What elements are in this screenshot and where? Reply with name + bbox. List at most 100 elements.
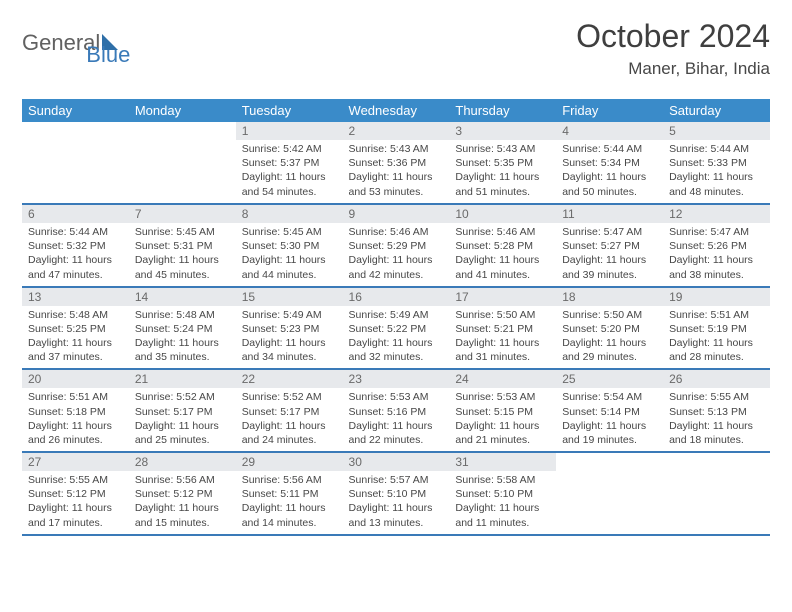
day-number: 2 [343,122,450,140]
day-number: 19 [663,288,770,306]
day-number: 22 [236,370,343,388]
day-number: 16 [343,288,450,306]
day-details: Sunrise: 5:52 AMSunset: 5:17 PMDaylight:… [236,388,343,451]
calendar-cell: 12Sunrise: 5:47 AMSunset: 5:26 PMDayligh… [663,204,770,287]
day-number: 15 [236,288,343,306]
calendar-cell: 4Sunrise: 5:44 AMSunset: 5:34 PMDaylight… [556,122,663,204]
title-block: October 2024 Maner, Bihar, India [576,18,770,79]
calendar-cell: 16Sunrise: 5:49 AMSunset: 5:22 PMDayligh… [343,287,450,370]
day-number: 25 [556,370,663,388]
day-details: Sunrise: 5:51 AMSunset: 5:18 PMDaylight:… [22,388,129,451]
day-details: Sunrise: 5:47 AMSunset: 5:26 PMDaylight:… [663,223,770,286]
calendar-cell: 22Sunrise: 5:52 AMSunset: 5:17 PMDayligh… [236,369,343,452]
calendar-week-row: 6Sunrise: 5:44 AMSunset: 5:32 PMDaylight… [22,204,770,287]
day-number: 18 [556,288,663,306]
calendar-cell [663,452,770,535]
calendar-cell [22,122,129,204]
calendar-week-row: 13Sunrise: 5:48 AMSunset: 5:25 PMDayligh… [22,287,770,370]
calendar-cell: 11Sunrise: 5:47 AMSunset: 5:27 PMDayligh… [556,204,663,287]
day-number: 3 [449,122,556,140]
calendar-week-row: 20Sunrise: 5:51 AMSunset: 5:18 PMDayligh… [22,369,770,452]
calendar-cell: 27Sunrise: 5:55 AMSunset: 5:12 PMDayligh… [22,452,129,535]
day-details: Sunrise: 5:43 AMSunset: 5:36 PMDaylight:… [343,140,450,203]
day-header: Saturday [663,99,770,122]
calendar-cell [129,122,236,204]
day-details: Sunrise: 5:58 AMSunset: 5:10 PMDaylight:… [449,471,556,534]
day-number: 26 [663,370,770,388]
day-header-row: Sunday Monday Tuesday Wednesday Thursday… [22,99,770,122]
day-details: Sunrise: 5:42 AMSunset: 5:37 PMDaylight:… [236,140,343,203]
day-details: Sunrise: 5:47 AMSunset: 5:27 PMDaylight:… [556,223,663,286]
day-details: Sunrise: 5:46 AMSunset: 5:28 PMDaylight:… [449,223,556,286]
calendar-cell: 28Sunrise: 5:56 AMSunset: 5:12 PMDayligh… [129,452,236,535]
day-number: 20 [22,370,129,388]
day-number: 23 [343,370,450,388]
calendar-cell: 9Sunrise: 5:46 AMSunset: 5:29 PMDaylight… [343,204,450,287]
day-details: Sunrise: 5:55 AMSunset: 5:13 PMDaylight:… [663,388,770,451]
day-details: Sunrise: 5:50 AMSunset: 5:20 PMDaylight:… [556,306,663,369]
calendar-cell: 3Sunrise: 5:43 AMSunset: 5:35 PMDaylight… [449,122,556,204]
calendar-week-row: 27Sunrise: 5:55 AMSunset: 5:12 PMDayligh… [22,452,770,535]
calendar-cell [556,452,663,535]
day-header: Thursday [449,99,556,122]
day-header: Tuesday [236,99,343,122]
day-details: Sunrise: 5:43 AMSunset: 5:35 PMDaylight:… [449,140,556,203]
calendar-cell: 18Sunrise: 5:50 AMSunset: 5:20 PMDayligh… [556,287,663,370]
day-number: 14 [129,288,236,306]
day-details: Sunrise: 5:53 AMSunset: 5:15 PMDaylight:… [449,388,556,451]
day-number: 9 [343,205,450,223]
day-number: 7 [129,205,236,223]
page-title: October 2024 [576,18,770,55]
day-number: 11 [556,205,663,223]
calendar-cell: 30Sunrise: 5:57 AMSunset: 5:10 PMDayligh… [343,452,450,535]
day-number: 5 [663,122,770,140]
day-number: 13 [22,288,129,306]
logo-word-2: Blue [86,42,130,68]
day-details: Sunrise: 5:52 AMSunset: 5:17 PMDaylight:… [129,388,236,451]
day-number: 28 [129,453,236,471]
location-label: Maner, Bihar, India [576,59,770,79]
calendar-cell: 1Sunrise: 5:42 AMSunset: 5:37 PMDaylight… [236,122,343,204]
day-details: Sunrise: 5:56 AMSunset: 5:11 PMDaylight:… [236,471,343,534]
day-details: Sunrise: 5:48 AMSunset: 5:24 PMDaylight:… [129,306,236,369]
day-number: 24 [449,370,556,388]
day-header: Wednesday [343,99,450,122]
calendar-cell: 23Sunrise: 5:53 AMSunset: 5:16 PMDayligh… [343,369,450,452]
calendar-cell: 2Sunrise: 5:43 AMSunset: 5:36 PMDaylight… [343,122,450,204]
day-number: 27 [22,453,129,471]
calendar-cell: 6Sunrise: 5:44 AMSunset: 5:32 PMDaylight… [22,204,129,287]
calendar-cell: 20Sunrise: 5:51 AMSunset: 5:18 PMDayligh… [22,369,129,452]
day-number: 17 [449,288,556,306]
day-number: 30 [343,453,450,471]
calendar-table: Sunday Monday Tuesday Wednesday Thursday… [22,99,770,536]
calendar-cell: 8Sunrise: 5:45 AMSunset: 5:30 PMDaylight… [236,204,343,287]
logo: General Blue [22,18,130,68]
day-details: Sunrise: 5:57 AMSunset: 5:10 PMDaylight:… [343,471,450,534]
calendar-cell: 21Sunrise: 5:52 AMSunset: 5:17 PMDayligh… [129,369,236,452]
day-details: Sunrise: 5:45 AMSunset: 5:31 PMDaylight:… [129,223,236,286]
day-details: Sunrise: 5:49 AMSunset: 5:23 PMDaylight:… [236,306,343,369]
calendar-cell: 19Sunrise: 5:51 AMSunset: 5:19 PMDayligh… [663,287,770,370]
day-header: Sunday [22,99,129,122]
calendar-cell: 26Sunrise: 5:55 AMSunset: 5:13 PMDayligh… [663,369,770,452]
calendar-cell: 13Sunrise: 5:48 AMSunset: 5:25 PMDayligh… [22,287,129,370]
day-details: Sunrise: 5:55 AMSunset: 5:12 PMDaylight:… [22,471,129,534]
day-header: Friday [556,99,663,122]
day-details: Sunrise: 5:44 AMSunset: 5:34 PMDaylight:… [556,140,663,203]
calendar-cell: 29Sunrise: 5:56 AMSunset: 5:11 PMDayligh… [236,452,343,535]
day-number: 4 [556,122,663,140]
day-number: 8 [236,205,343,223]
day-details: Sunrise: 5:49 AMSunset: 5:22 PMDaylight:… [343,306,450,369]
day-details: Sunrise: 5:53 AMSunset: 5:16 PMDaylight:… [343,388,450,451]
calendar-cell: 31Sunrise: 5:58 AMSunset: 5:10 PMDayligh… [449,452,556,535]
day-number: 29 [236,453,343,471]
day-number: 10 [449,205,556,223]
day-details: Sunrise: 5:45 AMSunset: 5:30 PMDaylight:… [236,223,343,286]
day-details: Sunrise: 5:51 AMSunset: 5:19 PMDaylight:… [663,306,770,369]
day-details: Sunrise: 5:50 AMSunset: 5:21 PMDaylight:… [449,306,556,369]
calendar-cell: 15Sunrise: 5:49 AMSunset: 5:23 PMDayligh… [236,287,343,370]
calendar-cell: 5Sunrise: 5:44 AMSunset: 5:33 PMDaylight… [663,122,770,204]
calendar-cell: 17Sunrise: 5:50 AMSunset: 5:21 PMDayligh… [449,287,556,370]
day-details: Sunrise: 5:44 AMSunset: 5:32 PMDaylight:… [22,223,129,286]
day-details: Sunrise: 5:48 AMSunset: 5:25 PMDaylight:… [22,306,129,369]
